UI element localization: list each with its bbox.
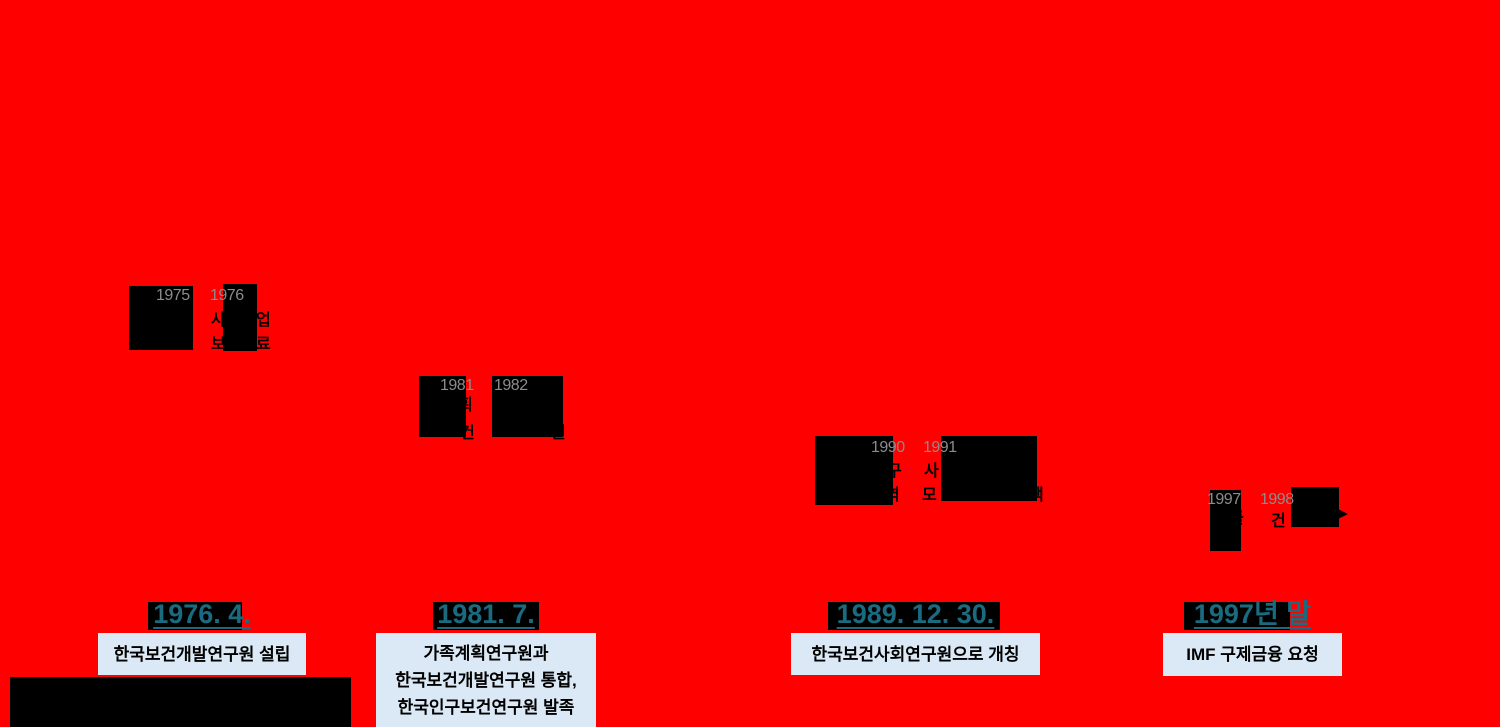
redacted-image xyxy=(941,436,1037,501)
year-label: 1982 xyxy=(494,377,528,394)
text-fragment: 사 xyxy=(924,463,939,480)
year-label: 1975 xyxy=(156,287,190,304)
text-fragment: 모 xyxy=(922,487,937,504)
text-fragment: 보 xyxy=(211,336,226,353)
date-highlight-band xyxy=(433,602,539,630)
text-fragment: 사 xyxy=(211,312,226,329)
text-fragment: 업 xyxy=(256,312,271,329)
redacted-image xyxy=(10,677,351,727)
event-callout: 한국보건사회연구원으로 개칭 xyxy=(791,633,1040,675)
redacted-image xyxy=(129,286,193,350)
year-label: 1990 xyxy=(871,439,905,456)
callout-line: 가족계획연구원과 xyxy=(423,643,549,663)
redacted-image xyxy=(1291,487,1339,527)
event-callout: IMF 구제금융 요청 xyxy=(1163,633,1342,676)
year-label: 1991 xyxy=(923,439,957,456)
date-highlight-band xyxy=(1184,602,1290,630)
callout-line: 한국인구보건연구원 발족 xyxy=(397,697,575,717)
year-label: 1997 xyxy=(1207,491,1241,508)
redacted-image xyxy=(223,284,257,351)
redacted-image xyxy=(815,436,893,505)
event-callout: 가족계획연구원과 한국보건개발연구원 통합, 한국인구보건연구원 발족 xyxy=(376,633,596,727)
year-label: 1981 xyxy=(440,377,474,394)
date-highlight-band xyxy=(828,602,1000,630)
text-fragment: 건 xyxy=(1271,513,1286,530)
callout-line: 한국보건사회연구원으로 개칭 xyxy=(811,644,1020,664)
date-label: 1997년 말 xyxy=(1193,599,1312,629)
date-highlight-band xyxy=(148,602,242,630)
callout-line: 한국보건개발연구원 통합, xyxy=(395,670,577,690)
date-label: 1976. 4. xyxy=(153,599,251,629)
redacted-image xyxy=(1210,490,1241,551)
year-label: 1998 xyxy=(1260,491,1294,508)
callout-line: IMF 구제금융 요청 xyxy=(1186,645,1319,664)
callout-line: 한국보건개발연구원 설립 xyxy=(113,644,291,664)
event-callout: 한국보건개발연구원 설립 xyxy=(98,633,306,675)
redacted-image xyxy=(419,376,466,437)
redacted-image xyxy=(492,376,563,437)
date-label: 1989. 12. 30. xyxy=(836,599,995,629)
year-label: 1976 xyxy=(210,287,244,304)
date-label: 1981. 7. xyxy=(437,599,535,629)
text-fragment: 료 xyxy=(256,336,271,353)
